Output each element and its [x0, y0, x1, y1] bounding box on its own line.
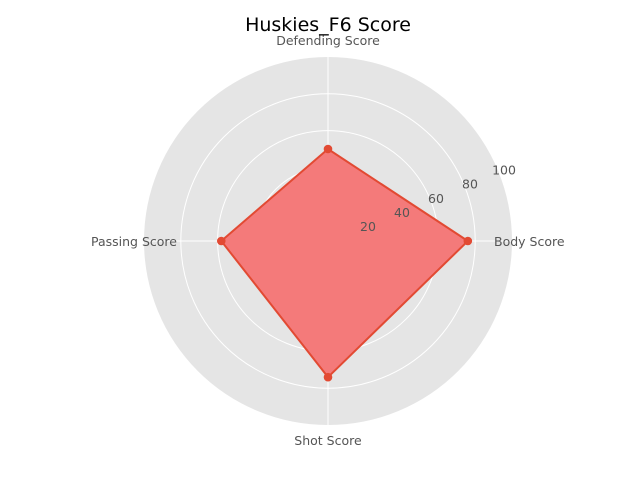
axis-label: Defending Score — [276, 33, 380, 48]
axis-label: Shot Score — [294, 433, 362, 448]
r-tick-label: 100 — [492, 163, 516, 178]
data-point — [323, 372, 333, 382]
plot-area: 20 40 60 80 100 Body Score Defending Score Pass… — [91, 33, 565, 448]
series-area — [221, 149, 468, 378]
r-tick-label: 60 — [428, 191, 444, 206]
axis-label: Passing Score — [91, 234, 177, 249]
r-tick-label: 20 — [360, 219, 376, 234]
data-point — [216, 236, 226, 246]
r-tick-label: 40 — [394, 205, 410, 220]
data-point — [323, 144, 333, 154]
data-point — [463, 236, 473, 246]
chart-title: Huskies_F6 Score — [245, 14, 411, 36]
r-tick-label: 80 — [462, 177, 478, 192]
axis-label: Body Score — [494, 234, 565, 249]
